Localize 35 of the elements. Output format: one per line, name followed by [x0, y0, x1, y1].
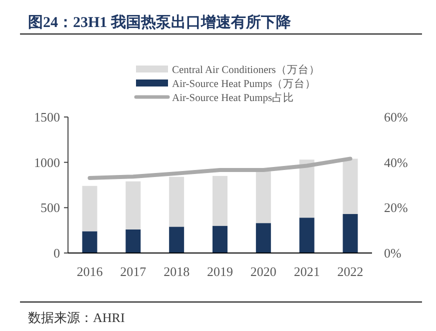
line-series: [88, 156, 352, 180]
bar: [299, 218, 314, 253]
y-tick-label: 1500: [34, 110, 60, 124]
y2-tick-label: 40%: [384, 154, 408, 170]
legend-label: Central Air Conditioners（万台）: [172, 63, 320, 76]
y2-tick-label: 60%: [384, 110, 408, 124]
bar: [342, 158, 358, 214]
x-tick-label: 2017: [120, 264, 147, 279]
y-tick-label: 0: [54, 246, 60, 260]
y-tick-label: 1000: [34, 154, 60, 170]
bar: [126, 229, 141, 253]
bar: [256, 171, 271, 224]
y-tick-label: 500: [40, 200, 60, 216]
bar: [126, 181, 141, 230]
x-tick-label: 2016: [76, 264, 104, 279]
x-tick-label: 2018: [164, 264, 190, 279]
x-tick-label: 2020: [250, 264, 276, 279]
bar: [169, 176, 184, 227]
legend-label: Air-Source Heat Pumps（万台）: [172, 77, 316, 90]
bar: [342, 214, 358, 253]
bar: [82, 186, 98, 232]
x-tick-label: 2019: [207, 264, 233, 279]
x-tick-label: 2022: [337, 264, 364, 279]
x-tick-label: 2021: [294, 264, 320, 279]
bar: [169, 226, 184, 253]
bar: [256, 223, 271, 253]
source-note: 数据来源：AHRI: [28, 310, 125, 325]
y2-tick-label: 0%: [384, 246, 402, 260]
bar: [212, 226, 228, 253]
bar: [299, 160, 314, 218]
bar: [82, 231, 98, 253]
bar: [212, 176, 228, 226]
chart-title: 图24：23H1 我国热泵出口增速有所下降: [28, 14, 292, 31]
y2-tick-label: 20%: [384, 200, 408, 216]
legend-label: Air-Source Heat Pumps占比: [172, 91, 294, 104]
